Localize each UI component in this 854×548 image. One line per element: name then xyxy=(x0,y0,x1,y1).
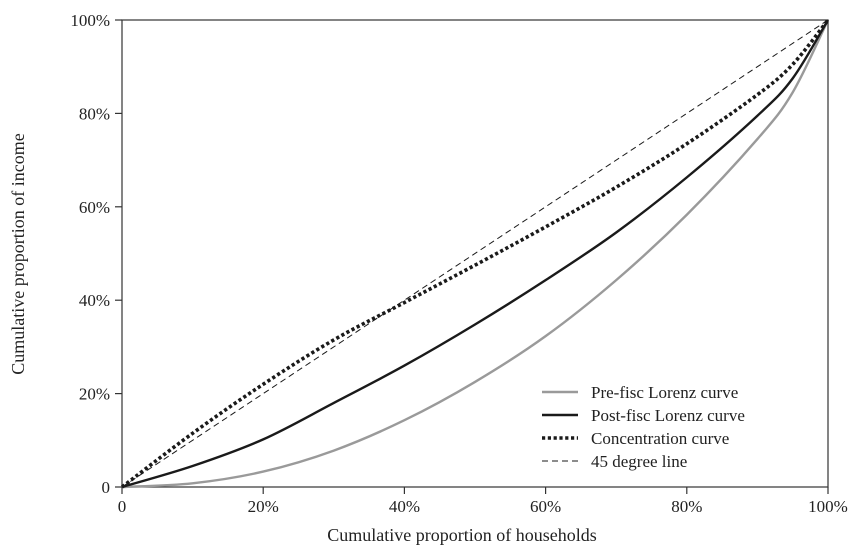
legend-label-45-degree-line: 45 degree line xyxy=(591,452,687,471)
x-tick-label: 100% xyxy=(808,497,848,516)
y-tick-label: 0 xyxy=(102,478,111,497)
legend: Pre-fisc Lorenz curve Post-fisc Lorenz cu… xyxy=(542,383,745,471)
legend-label-concentration-curve: Concentration curve xyxy=(591,429,729,448)
series-line-45-degree-line xyxy=(121,19,829,488)
x-tick-label: 40% xyxy=(389,497,420,516)
x-tick-label: 60% xyxy=(530,497,561,516)
y-tick-label: 20% xyxy=(79,385,110,404)
legend-label-pre-fisc-lorenz-curve: Pre-fisc Lorenz curve xyxy=(591,383,738,402)
legend-label-post-fisc-lorenz-curve: Post-fisc Lorenz curve xyxy=(591,406,745,425)
y-tick-label: 40% xyxy=(79,291,110,310)
series-layer xyxy=(120,18,830,489)
x-tick-label: 20% xyxy=(248,497,279,516)
series-line-concentration-curve xyxy=(120,18,830,489)
series-line-post-fisc-lorenz-curve xyxy=(121,19,830,489)
y-tick-label: 100% xyxy=(70,11,110,30)
y-axis-title: Cumulative proportion of income xyxy=(8,133,28,374)
plot-frame xyxy=(121,19,829,488)
series-line-pre-fisc-lorenz-curve xyxy=(121,19,830,489)
y-tick-label: 60% xyxy=(79,198,110,217)
tick-layer: 0 20% 40% 60% 80% 100% 0 20% 40% 60% 80% 100% xyxy=(70,11,848,516)
x-tick-label: 0 xyxy=(118,497,127,516)
y-tick-label: 80% xyxy=(79,104,110,123)
x-axis-title: Cumulative proportion of households xyxy=(327,525,596,545)
x-tick-label: 80% xyxy=(671,497,702,516)
